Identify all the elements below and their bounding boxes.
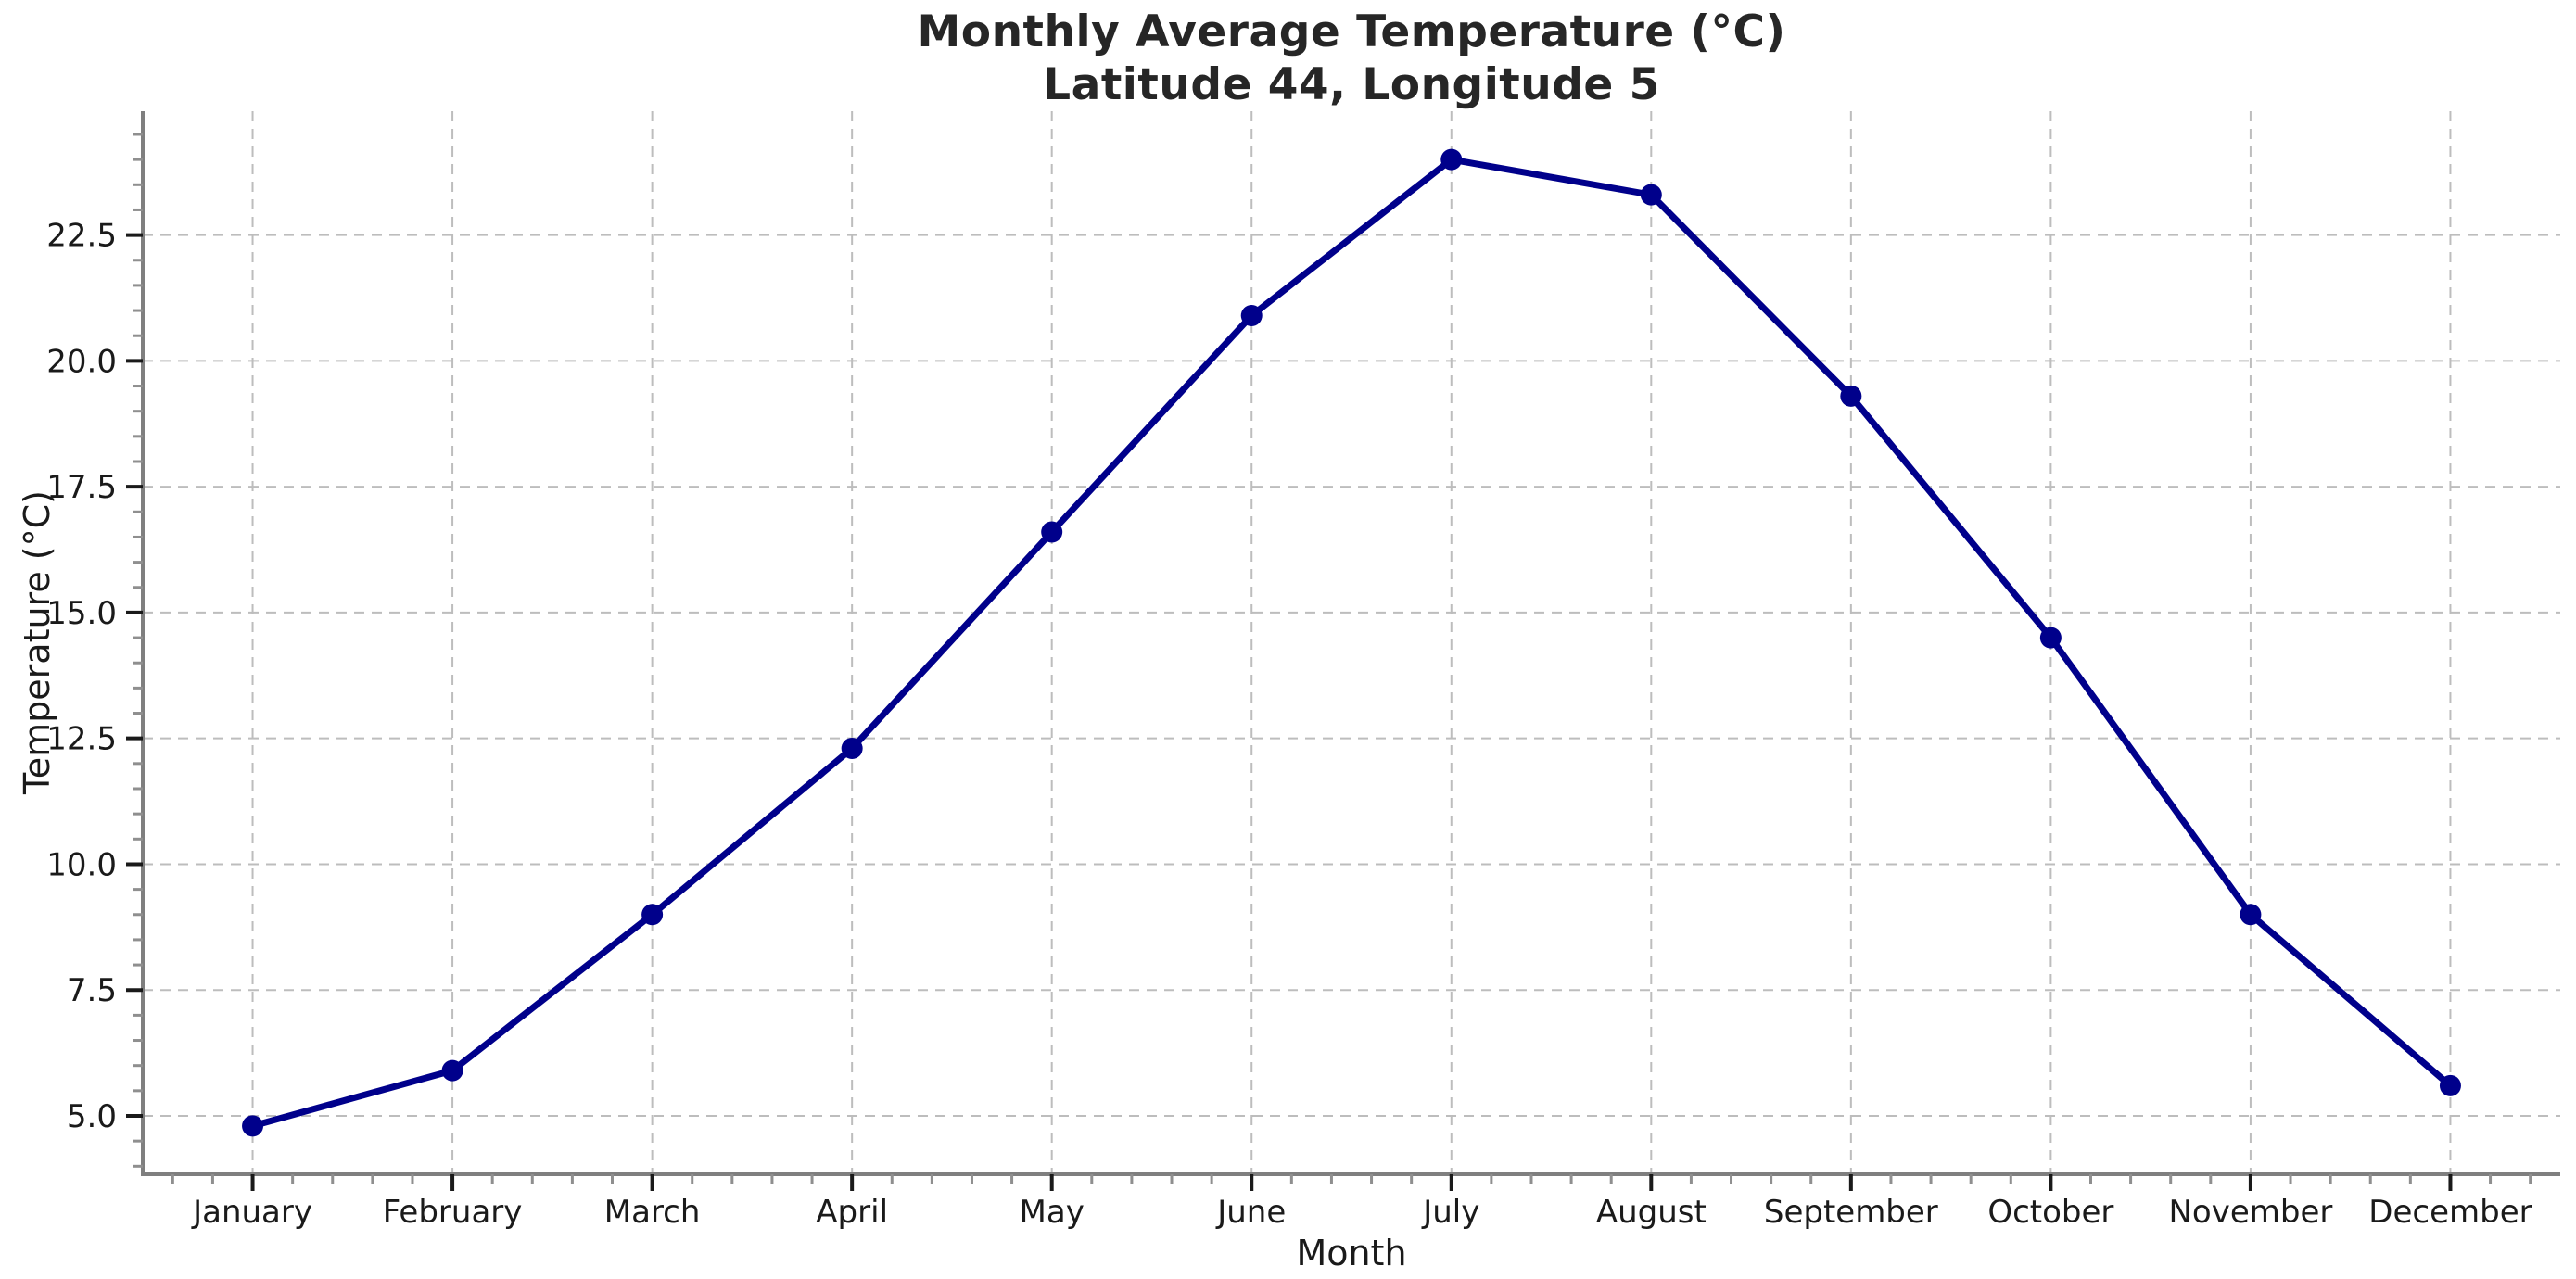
y-tick-label: 22.5 (46, 218, 117, 255)
x-axis-ticks: January February March April May June July Augu… (191, 1174, 2532, 1231)
x-tick-label: January (191, 1194, 312, 1231)
chart-subtitle: Latitude 44, Longitude 5 (1043, 59, 1660, 110)
x-tick-label: August (1596, 1194, 1707, 1231)
y-tick-label: 20.0 (46, 343, 117, 380)
y-tick-label: 15.0 (46, 595, 117, 632)
data-point (2439, 1074, 2461, 1096)
data-point (441, 1059, 463, 1082)
temperature-markers (242, 148, 2461, 1137)
data-point (2240, 904, 2262, 926)
x-tick-label: December (2368, 1194, 2532, 1231)
x-tick-label: September (1764, 1194, 1938, 1231)
x-tick-label: November (2168, 1194, 2332, 1231)
y-axis-label: Temperature (°C) (17, 490, 57, 794)
x-tick-label: March (604, 1194, 701, 1231)
data-point (1840, 385, 1862, 407)
data-point (1240, 304, 1263, 326)
data-point (641, 904, 664, 926)
data-point (841, 738, 863, 760)
x-tick-label: July (1421, 1194, 1479, 1231)
temperature-line (249, 156, 2454, 1130)
data-point (1440, 148, 1463, 171)
data-point (1640, 184, 1662, 206)
minor-ticks (133, 133, 2532, 1184)
chart-title: Monthly Average Temperature (°C) (917, 6, 1786, 57)
chart-title-block: Monthly Average Temperature (°C) Latitud… (143, 6, 2560, 111)
y-tick-label: 7.5 (67, 972, 117, 1009)
data-point (242, 1115, 264, 1137)
x-tick-label: May (1020, 1194, 1085, 1231)
y-tick-label: 10.0 (46, 846, 117, 883)
gridlines (143, 111, 2560, 1174)
y-tick-label: 5.0 (67, 1098, 117, 1135)
y-tick-label: 12.5 (46, 721, 117, 758)
x-tick-label: October (1987, 1194, 2113, 1231)
x-axis-label: Month (1296, 1233, 1407, 1273)
y-tick-label: 17.5 (46, 469, 117, 506)
data-point (2039, 627, 2062, 649)
x-tick-label: June (1215, 1194, 1286, 1231)
data-point (1041, 521, 1063, 543)
x-tick-label: February (383, 1194, 523, 1231)
x-tick-label: April (816, 1194, 888, 1231)
y-axis-ticks: 5.0 7.5 10.0 12.5 15.0 17.5 20.0 22.5 (46, 218, 143, 1135)
axes-spines (141, 111, 2560, 1176)
